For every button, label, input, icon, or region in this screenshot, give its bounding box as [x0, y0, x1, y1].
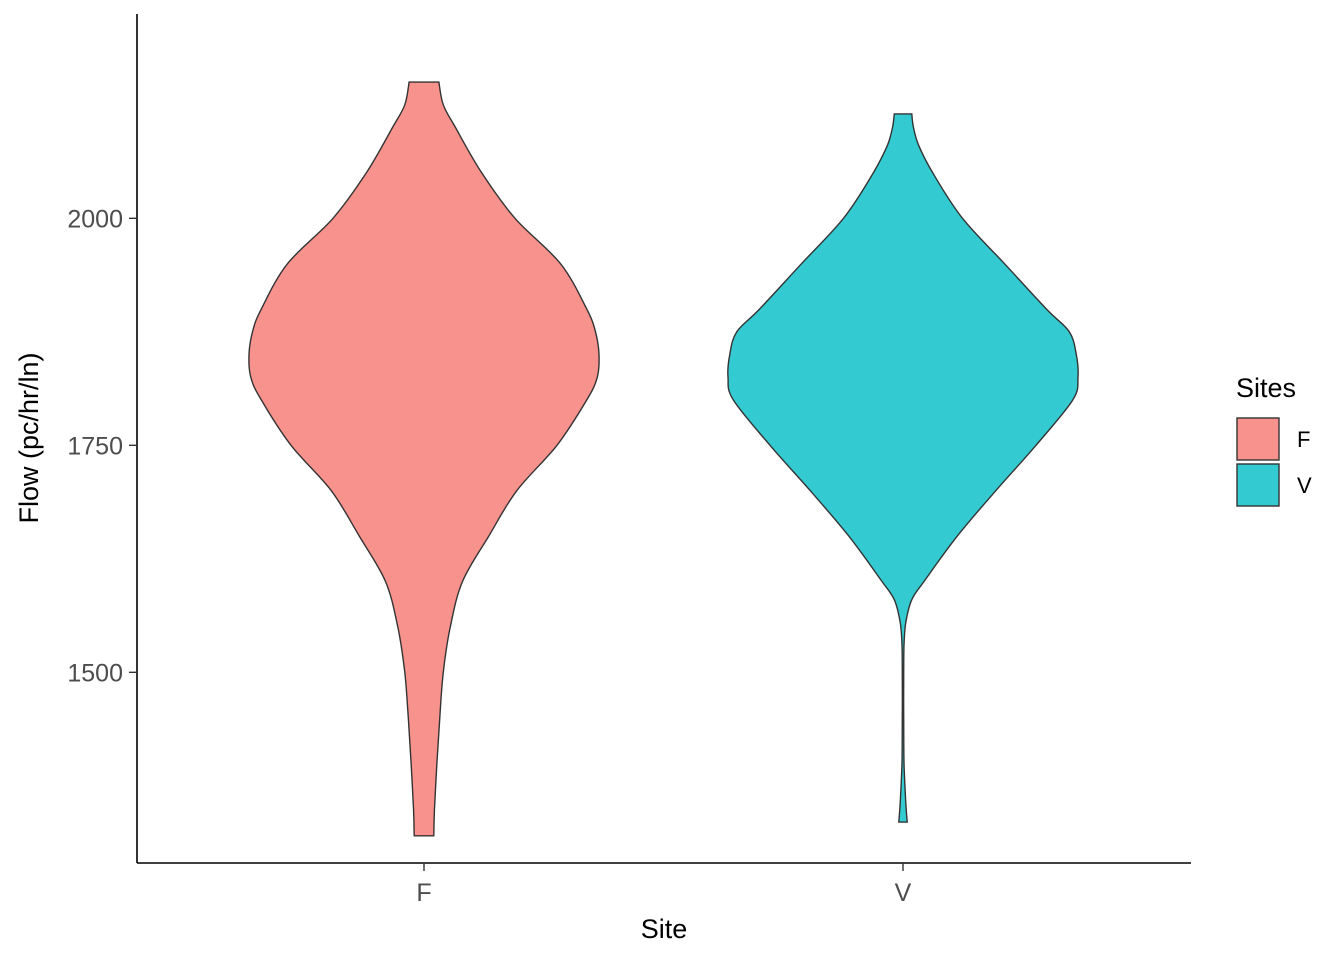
y-tick-label: 1750: [67, 432, 123, 460]
y-tick-label: 1500: [67, 659, 123, 687]
legend-label-f: F: [1297, 427, 1310, 452]
legend-entries: FV: [1236, 417, 1312, 507]
violins-layer: [248, 81, 1079, 837]
violin-f: [248, 81, 600, 837]
legend-title: Sites: [1236, 373, 1296, 403]
legend-key-v: [1236, 463, 1280, 507]
x-tick-label: F: [416, 879, 431, 907]
axes-layer: [136, 14, 1191, 864]
x-tick-label: V: [895, 879, 912, 907]
legend-label-v: V: [1297, 473, 1312, 498]
legend: Sites FV: [1236, 373, 1312, 507]
legend-key-f: [1236, 417, 1280, 461]
x-axis-title: Site: [641, 914, 688, 944]
y-tick-label: 2000: [67, 205, 123, 233]
y-axis-title: Flow (pc/hr/ln): [14, 352, 44, 523]
violin-v: [727, 113, 1079, 823]
y-ticks: 1500 1750 2000: [67, 205, 137, 687]
